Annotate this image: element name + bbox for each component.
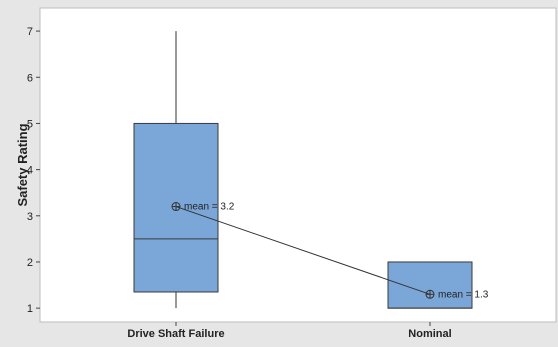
- y-axis-title: Safety Rating: [15, 123, 30, 206]
- mean-label: mean = 3.2: [184, 202, 235, 213]
- y-tick-label: 6: [27, 72, 33, 84]
- plot-area: [39, 7, 557, 323]
- y-tick-label: 1: [27, 303, 33, 315]
- mean-layer: mean = 3.2 mean = 1.3: [171, 202, 489, 300]
- y-axis: 1 2 3 4 5 6 7: [27, 26, 40, 315]
- box: [387, 261, 473, 309]
- y-tick-label: 3: [27, 211, 33, 223]
- x-tick-label: Drive Shaft Failure: [127, 328, 224, 340]
- y-tick-label: 4: [27, 165, 33, 177]
- mean-connect-line: [175, 206, 431, 295]
- x-axis: Drive Shaft Failure Nominal: [127, 322, 452, 340]
- y-tick-label: 5: [27, 118, 33, 130]
- y-tick-label: 2: [27, 257, 33, 269]
- x-tick-label: Nominal: [408, 328, 451, 340]
- y-tick-label: 7: [27, 26, 33, 38]
- mean-label: mean = 1.3: [438, 289, 489, 300]
